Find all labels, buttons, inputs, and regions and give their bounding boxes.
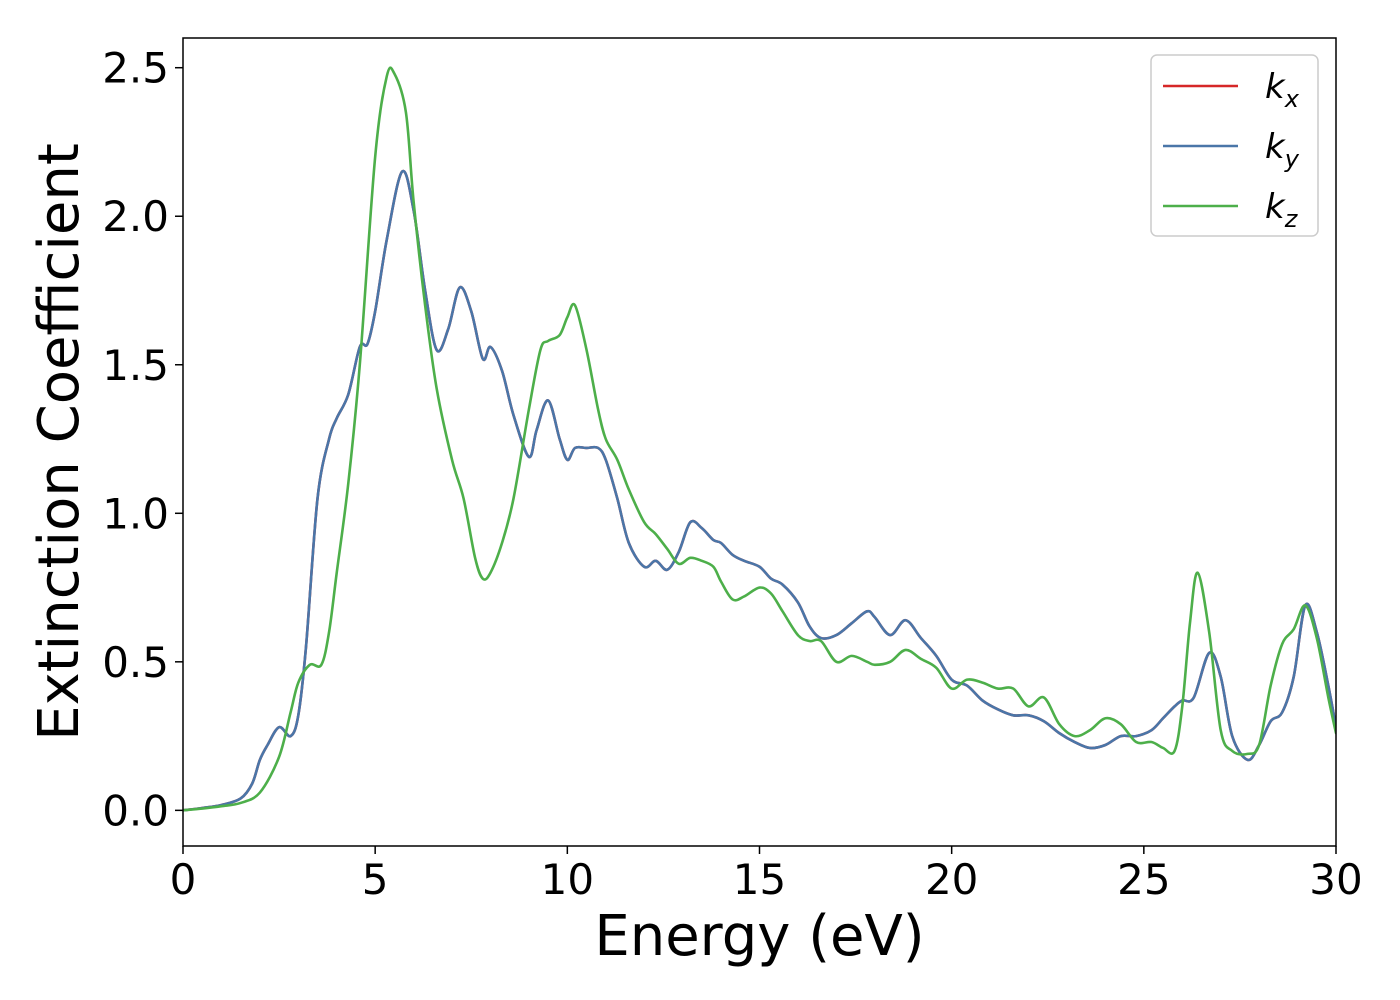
y-tick-label: 1.0	[102, 489, 169, 538]
x-tick-label: 30	[1309, 855, 1362, 904]
x-tick-label: 15	[733, 855, 786, 904]
x-axis-title: Energy (eV)	[594, 904, 924, 969]
plot-lines	[183, 66, 1336, 812]
x-tick-label: 25	[1117, 855, 1170, 904]
x-tick-label: 10	[541, 855, 594, 904]
y-tick-label: 0.0	[102, 786, 169, 835]
series-line-y	[183, 169, 1336, 812]
x-axis: 0 5 10 15 20 25 30	[170, 846, 1363, 904]
y-tick-label: 2.0	[102, 192, 169, 241]
x-tick-label: 5	[362, 855, 389, 904]
y-tick-label: 0.5	[102, 638, 169, 687]
series-line-z	[183, 66, 1336, 812]
y-tick-label: 2.5	[102, 44, 169, 93]
y-tick-label: 1.5	[102, 341, 169, 390]
y-axis-title: Extinction Coefficient	[27, 143, 92, 741]
y-axis: 0.0 0.5 1.0 1.5 2.0 2.5	[102, 44, 183, 835]
x-tick-label: 20	[925, 855, 978, 904]
x-tick-label: 0	[170, 855, 197, 904]
series-line-x	[183, 169, 1336, 812]
